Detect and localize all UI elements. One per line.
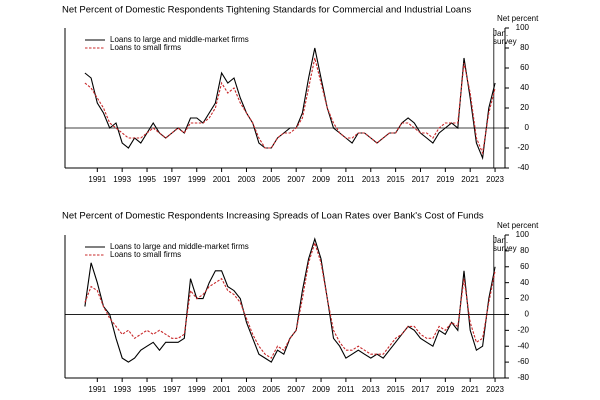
legend-label: Loans to small firms xyxy=(110,43,181,52)
y-tick-label: 60 xyxy=(520,262,529,271)
x-tick-label: 1995 xyxy=(138,175,156,184)
legend-label: Loans to large and middle-market firms xyxy=(110,242,249,251)
x-tick-label: 2005 xyxy=(262,385,280,394)
y-axis-label: Net percent xyxy=(497,221,539,230)
x-tick-label: 2019 xyxy=(436,385,454,394)
x-tick-label: 2023 xyxy=(486,175,504,184)
x-tick-label: 2007 xyxy=(287,175,305,184)
x-tick-label: 1995 xyxy=(138,385,156,394)
y-axis-label: Net percent xyxy=(497,14,539,23)
y-tick-label: 20 xyxy=(520,103,529,112)
y-tick-label: -20 xyxy=(517,143,529,152)
y-tick-label: -40 xyxy=(517,163,529,172)
x-tick-label: 2013 xyxy=(362,385,380,394)
y-tick-label: -60 xyxy=(517,357,529,366)
series-line xyxy=(84,237,496,363)
annotation: Jan. xyxy=(493,236,508,245)
x-tick-label: 2021 xyxy=(461,385,479,394)
x-tick-label: 1999 xyxy=(188,175,206,184)
x-tick-label: 1993 xyxy=(113,175,131,184)
series-line xyxy=(84,241,496,359)
y-tick-label: -20 xyxy=(517,325,529,334)
x-tick-label: 2015 xyxy=(387,385,405,394)
x-tick-label: 2023 xyxy=(486,385,504,394)
legend-label: Loans to small firms xyxy=(110,250,181,259)
x-tick-label: 2017 xyxy=(412,385,430,394)
x-tick-label: 1997 xyxy=(163,385,181,394)
y-tick-label: 40 xyxy=(520,278,529,287)
x-tick-label: 1993 xyxy=(113,385,131,394)
y-tick-label: 80 xyxy=(520,43,529,52)
y-tick-label: 40 xyxy=(520,83,529,92)
x-tick-label: 1991 xyxy=(88,385,106,394)
x-tick-label: 2001 xyxy=(213,175,231,184)
x-tick-label: 2009 xyxy=(312,175,330,184)
x-tick-label: 2007 xyxy=(287,385,305,394)
x-tick-label: 1997 xyxy=(163,175,181,184)
series-line xyxy=(84,57,496,156)
annotation: Jan. xyxy=(493,29,508,38)
y-tick-label: -40 xyxy=(517,341,529,350)
x-tick-label: 2011 xyxy=(337,175,355,184)
x-tick-label: 1991 xyxy=(88,175,106,184)
x-tick-label: 1999 xyxy=(188,385,206,394)
x-tick-label: 2001 xyxy=(213,385,231,394)
x-tick-label: 2011 xyxy=(337,385,355,394)
x-tick-label: 2019 xyxy=(436,175,454,184)
y-tick-label: -80 xyxy=(517,373,529,382)
y-tick-label: 20 xyxy=(520,294,529,303)
y-tick-label: 100 xyxy=(516,23,530,32)
x-tick-label: 2017 xyxy=(412,175,430,184)
x-tick-label: 2003 xyxy=(238,385,256,394)
x-tick-label: 2003 xyxy=(238,175,256,184)
x-tick-label: 2021 xyxy=(461,175,479,184)
y-tick-label: 0 xyxy=(525,123,530,132)
x-tick-label: 2009 xyxy=(312,385,330,394)
series-line xyxy=(84,47,496,161)
x-tick-label: 2015 xyxy=(387,175,405,184)
y-tick-label: 0 xyxy=(525,310,530,319)
x-tick-label: 2005 xyxy=(262,175,280,184)
y-tick-label: 100 xyxy=(516,230,530,239)
chart-title: Net Percent of Domestic Respondents Tigh… xyxy=(62,5,471,16)
y-tick-label: 60 xyxy=(520,63,529,72)
chart-title: Net Percent of Domestic Respondents Incr… xyxy=(62,211,484,222)
x-tick-label: 2013 xyxy=(362,175,380,184)
legend-label: Loans to large and middle-market firms xyxy=(110,35,249,44)
y-tick-label: 80 xyxy=(520,246,529,255)
